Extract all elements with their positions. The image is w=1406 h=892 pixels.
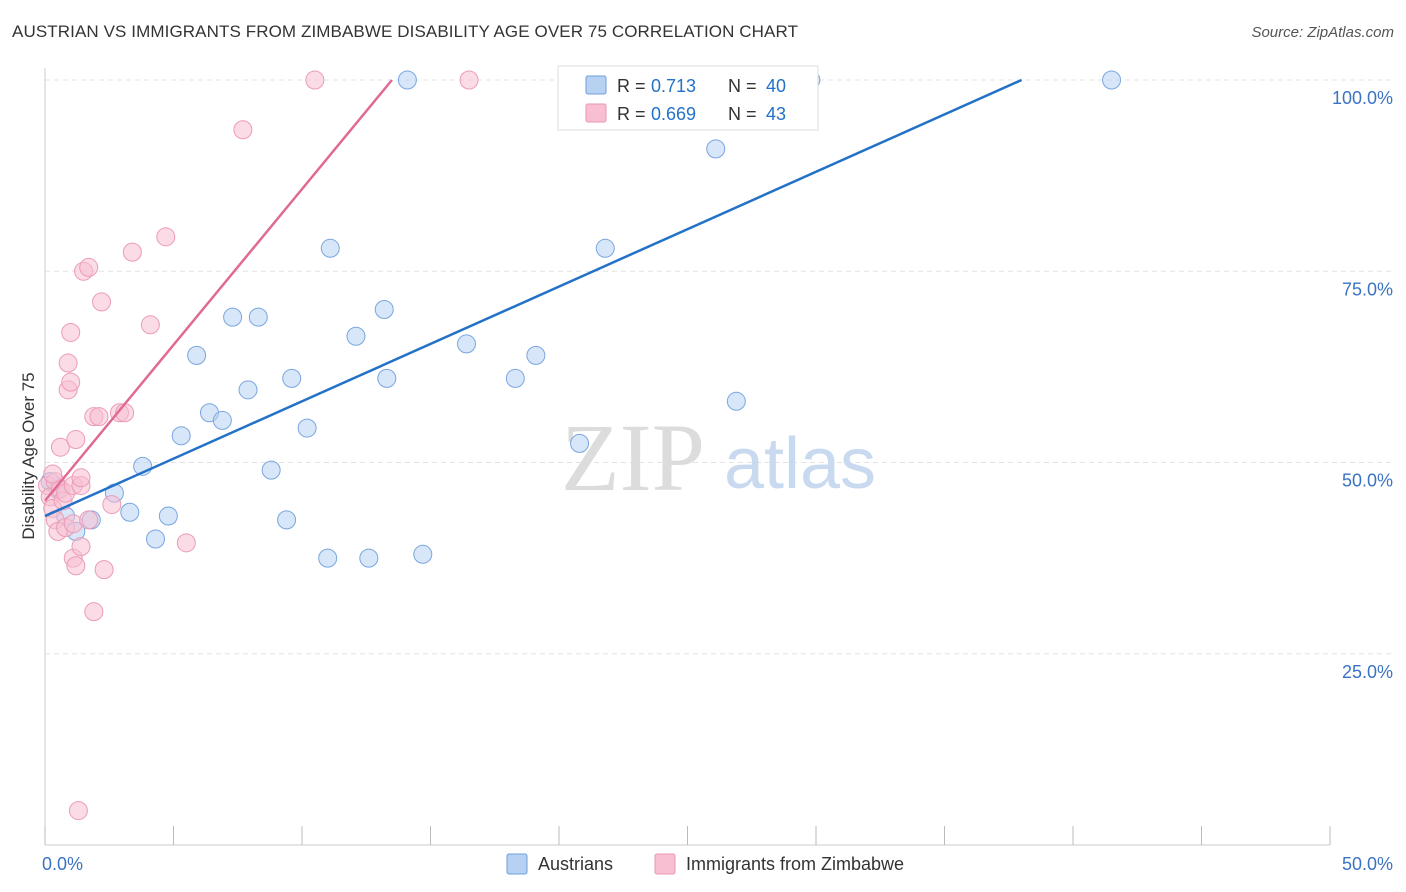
- point-zimbabwe: [459, 70, 479, 90]
- point-zimbabwe: [66, 430, 86, 450]
- point-austrians: [413, 544, 433, 564]
- point-austrians: [526, 345, 546, 365]
- point-austrians: [158, 506, 178, 526]
- point-zimbabwe: [140, 315, 160, 335]
- point-zimbabwe: [94, 560, 114, 580]
- point-zimbabwe: [71, 468, 91, 488]
- point-zimbabwe: [50, 437, 70, 457]
- point-zimbabwe: [122, 242, 142, 262]
- point-austrians: [248, 307, 268, 327]
- y-tick-label: 50.0%: [1342, 471, 1393, 491]
- stats-swatch-zimbabwe: [585, 103, 607, 123]
- point-zimbabwe: [66, 556, 86, 576]
- point-austrians: [171, 426, 191, 446]
- point-austrians: [120, 502, 140, 522]
- point-austrians: [456, 334, 476, 354]
- watermark-zip: ZIP: [561, 404, 705, 511]
- y-axis-title: Disability Age Over 75: [19, 372, 38, 539]
- trend-lines: [44, 78, 1023, 518]
- stats-n-label-2: N =: [728, 104, 757, 124]
- x-tick-label-max: 50.0%: [1342, 854, 1393, 874]
- point-austrians: [277, 510, 297, 530]
- stats-r-value-1: 0.713: [651, 76, 696, 96]
- legend-swatch-austrians: [506, 853, 528, 875]
- point-austrians: [570, 433, 590, 453]
- point-zimbabwe: [92, 292, 112, 312]
- trend-line-zimbabwe: [44, 79, 393, 502]
- y-tick-label: 25.0%: [1342, 662, 1393, 682]
- stats-n-value-2: 43: [766, 104, 786, 124]
- point-austrians: [595, 238, 615, 258]
- point-austrians: [1102, 70, 1122, 90]
- point-zimbabwe: [61, 372, 81, 392]
- point-austrians: [261, 460, 281, 480]
- point-austrians: [146, 529, 166, 549]
- point-zimbabwe: [43, 464, 63, 484]
- point-austrians: [726, 391, 746, 411]
- legend-label-austrians: Austrians: [538, 854, 613, 874]
- watermark-atlas: atlas: [724, 424, 876, 504]
- legend-swatch-zimbabwe: [654, 853, 676, 875]
- point-austrians: [397, 70, 417, 90]
- point-austrians: [346, 326, 366, 346]
- series-legend: Austrians Immigrants from Zimbabwe: [506, 853, 904, 875]
- point-austrians: [318, 548, 338, 568]
- stats-n-label-1: N =: [728, 76, 757, 96]
- trend-line-austrians: [44, 78, 1023, 518]
- point-zimbabwe: [79, 510, 99, 530]
- point-austrians: [320, 238, 340, 258]
- legend-label-zimbabwe: Immigrants from Zimbabwe: [686, 854, 904, 874]
- stats-legend-box: R = 0.713 N = 40 R = 0.669 N = 43: [557, 65, 819, 131]
- point-zimbabwe: [61, 322, 81, 342]
- point-zimbabwe: [84, 602, 104, 622]
- point-zimbabwe: [89, 407, 109, 427]
- point-austrians: [187, 345, 207, 365]
- point-austrians: [505, 368, 525, 388]
- chart-title: AUSTRIAN VS IMMIGRANTS FROM ZIMBABWE DIS…: [12, 22, 799, 41]
- point-zimbabwe: [79, 257, 99, 277]
- point-austrians: [212, 410, 232, 430]
- point-zimbabwe: [156, 227, 176, 247]
- grid-lines: [45, 79, 1393, 655]
- y-tick-label: 75.0%: [1342, 279, 1393, 299]
- point-zimbabwe: [305, 70, 325, 90]
- point-zimbabwe: [58, 353, 78, 373]
- stats-r-value-2: 0.669: [651, 104, 696, 124]
- point-zimbabwe: [68, 801, 88, 821]
- point-austrians: [297, 418, 317, 438]
- point-zimbabwe: [71, 537, 91, 557]
- point-austrians: [377, 368, 397, 388]
- point-austrians: [282, 368, 302, 388]
- point-austrians: [374, 300, 394, 319]
- source-label: Source: ZipAtlas.com: [1251, 24, 1394, 41]
- axes: 25.0% 50.0% 75.0% 100.0% 0.0% 50.0% Disability…: [19, 68, 1393, 874]
- point-zimbabwe: [102, 495, 122, 515]
- point-austrians: [238, 380, 258, 400]
- point-austrians: [359, 548, 379, 568]
- point-zimbabwe: [176, 533, 196, 553]
- point-zimbabwe: [233, 120, 253, 140]
- point-austrians: [223, 307, 243, 327]
- watermark: ZIP atlas: [561, 404, 876, 511]
- stats-r-label-2: R =: [617, 104, 646, 124]
- y-tick-label: 100.0%: [1332, 88, 1393, 108]
- data-points: [38, 70, 1122, 821]
- stats-r-label-1: R =: [617, 76, 646, 96]
- x-tick-label-min: 0.0%: [42, 854, 83, 874]
- stats-n-value-1: 40: [766, 76, 786, 96]
- stats-swatch-austrians: [585, 75, 607, 95]
- point-austrians: [706, 139, 726, 159]
